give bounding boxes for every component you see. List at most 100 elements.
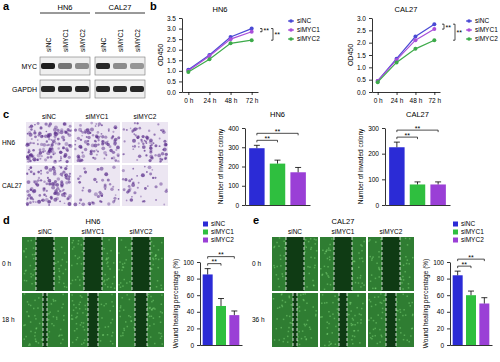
image-texture bbox=[362, 303, 364, 305]
image-texture bbox=[60, 265, 62, 267]
image-texture bbox=[98, 191, 101, 194]
image-texture bbox=[48, 149, 52, 153]
image-texture bbox=[150, 336, 152, 338]
image-texture bbox=[132, 168, 134, 170]
image-texture bbox=[359, 313, 361, 315]
image-texture bbox=[78, 128, 82, 132]
image-texture bbox=[82, 273, 84, 275]
image-texture bbox=[312, 306, 314, 308]
image-texture bbox=[328, 323, 330, 325]
image-texture bbox=[57, 310, 59, 312]
image-texture bbox=[64, 286, 66, 288]
y-tick-mark bbox=[369, 80, 372, 81]
image-texture bbox=[136, 136, 139, 139]
image-texture bbox=[151, 309, 153, 311]
data-point bbox=[395, 60, 399, 64]
legend-label: siMYC1 bbox=[461, 228, 484, 235]
image-texture bbox=[140, 196, 142, 198]
image-texture bbox=[370, 317, 372, 319]
image-texture bbox=[371, 259, 373, 261]
column-label: siMYC1 bbox=[82, 228, 105, 235]
image-texture bbox=[375, 278, 377, 280]
image-texture bbox=[101, 195, 103, 197]
image-texture bbox=[113, 306, 115, 308]
image-texture bbox=[360, 322, 362, 324]
image-texture bbox=[363, 241, 365, 243]
x-tick-label: 24 h bbox=[204, 97, 217, 104]
y-tick-mark bbox=[179, 60, 182, 61]
image-texture bbox=[403, 309, 405, 311]
image-texture bbox=[161, 336, 163, 338]
image-texture bbox=[379, 269, 381, 271]
image-texture bbox=[41, 339, 43, 341]
image-texture bbox=[106, 143, 109, 146]
bar bbox=[453, 275, 463, 345]
group-label: HN6 bbox=[57, 3, 72, 12]
group-underline bbox=[40, 13, 90, 14]
image-texture bbox=[304, 325, 306, 327]
image-texture bbox=[24, 280, 26, 282]
image-texture bbox=[408, 302, 410, 304]
x-tick-mark bbox=[231, 92, 232, 95]
image-texture bbox=[78, 304, 80, 306]
image-texture bbox=[156, 286, 158, 288]
image-texture bbox=[113, 262, 115, 264]
image-texture bbox=[359, 258, 361, 260]
image-texture bbox=[379, 329, 381, 331]
image-texture bbox=[315, 239, 317, 241]
data-point bbox=[250, 38, 254, 42]
image-texture bbox=[149, 155, 153, 159]
column-label: siMYC2 bbox=[130, 228, 153, 235]
image-texture bbox=[146, 136, 149, 139]
y-axis: 0100200300 bbox=[368, 125, 385, 209]
image-texture bbox=[84, 329, 86, 331]
image-texture bbox=[80, 324, 82, 326]
image-texture bbox=[95, 141, 97, 143]
image-texture bbox=[353, 330, 355, 332]
image-texture bbox=[88, 189, 92, 193]
x-tick-mark bbox=[434, 92, 435, 95]
y-tick-label: 300 bbox=[368, 125, 379, 132]
image-texture bbox=[63, 192, 65, 194]
x-tick-label: 48 h bbox=[410, 97, 423, 104]
image-texture bbox=[276, 274, 278, 276]
image-texture bbox=[111, 294, 113, 296]
image-texture bbox=[278, 245, 280, 247]
image-texture bbox=[144, 187, 147, 190]
image-texture bbox=[82, 312, 84, 314]
image-texture bbox=[376, 263, 378, 265]
image-texture bbox=[100, 201, 102, 203]
image-texture bbox=[114, 287, 116, 289]
y-tick-label: 1.0 bbox=[357, 64, 366, 71]
image-texture bbox=[101, 142, 104, 145]
image-texture bbox=[273, 265, 275, 267]
image-texture bbox=[39, 323, 41, 325]
image-background bbox=[122, 122, 168, 163]
data-point bbox=[186, 70, 190, 74]
image-texture bbox=[77, 258, 79, 260]
legend-swatch bbox=[203, 238, 208, 243]
image-texture bbox=[328, 249, 330, 251]
image-texture bbox=[82, 251, 84, 253]
image-texture bbox=[76, 339, 78, 341]
legend-label: siMYC1 bbox=[211, 228, 234, 235]
x-tick-mark bbox=[415, 92, 416, 95]
image-texture bbox=[285, 301, 287, 303]
blot-band bbox=[58, 86, 72, 92]
legend-label: siNC bbox=[475, 17, 489, 24]
image-texture bbox=[118, 198, 120, 200]
image-texture bbox=[58, 282, 60, 284]
image-texture bbox=[29, 142, 31, 144]
image-texture bbox=[30, 187, 33, 190]
image-texture bbox=[44, 166, 48, 170]
y-tick-mark bbox=[197, 262, 200, 263]
image-texture bbox=[63, 283, 65, 285]
image-texture bbox=[351, 323, 353, 325]
wound-image bbox=[320, 237, 366, 291]
transwell-image bbox=[73, 165, 120, 206]
image-texture bbox=[90, 127, 94, 131]
image-texture bbox=[159, 145, 161, 147]
image-texture bbox=[59, 151, 62, 154]
image-texture bbox=[100, 167, 104, 171]
image-texture bbox=[31, 138, 33, 140]
